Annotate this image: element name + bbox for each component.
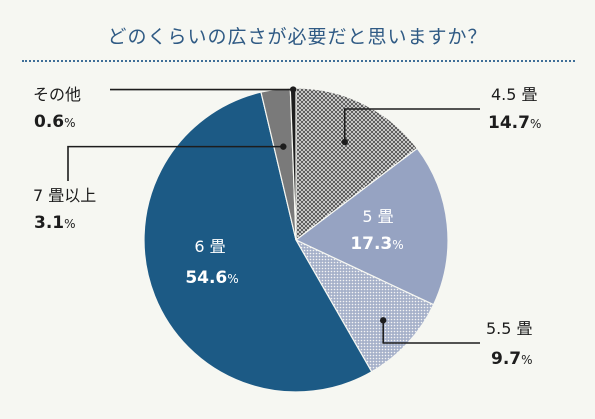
leader-dot (289, 86, 297, 93)
slice-label-5-jo: 5 畳 17.3% (350, 207, 403, 254)
slice-name: 5 畳 (362, 207, 393, 226)
slice-label-6-jo: 6 畳 54.6% (185, 237, 238, 288)
pie-slice (295, 87, 419, 242)
leader-line (343, 108, 480, 143)
slice-value: 17.3% (350, 234, 403, 254)
slice-name: 5.5 畳 (486, 319, 533, 338)
leader-dot (379, 317, 387, 324)
slice-name: その他 (33, 85, 81, 104)
slice-value: 3.1% (34, 213, 76, 233)
leader-dot (341, 138, 348, 146)
leader-line (67, 145, 284, 181)
slice-name: 7 畳以上 (33, 186, 96, 205)
leader-dot (280, 143, 287, 150)
slice-name: 6 畳 (194, 237, 225, 256)
pie-slice (143, 91, 373, 393)
slice-label-4-5-jo: 4.5 畳 14.7% (488, 85, 541, 133)
slice-name: 4.5 畳 (491, 85, 538, 104)
slice-label-sonota: その他 0.6% (33, 85, 81, 132)
slice-label-5-5-jo: 5.5 畳 9.7% (486, 319, 533, 369)
pie-slice (294, 147, 449, 306)
slice-label-7-jo-ijo: 7 畳以上 3.1% (33, 186, 96, 233)
slice-value: 54.6% (185, 268, 238, 288)
leader-lines (67, 86, 480, 344)
slice-value: 14.7% (488, 113, 541, 133)
leader-line (382, 320, 480, 344)
chart-title: どのくらいの広さが必要だと思いますか？ (107, 26, 488, 48)
slice-value: 9.7% (491, 349, 533, 369)
title-divider (22, 60, 575, 62)
slice-value: 0.6% (34, 112, 76, 132)
